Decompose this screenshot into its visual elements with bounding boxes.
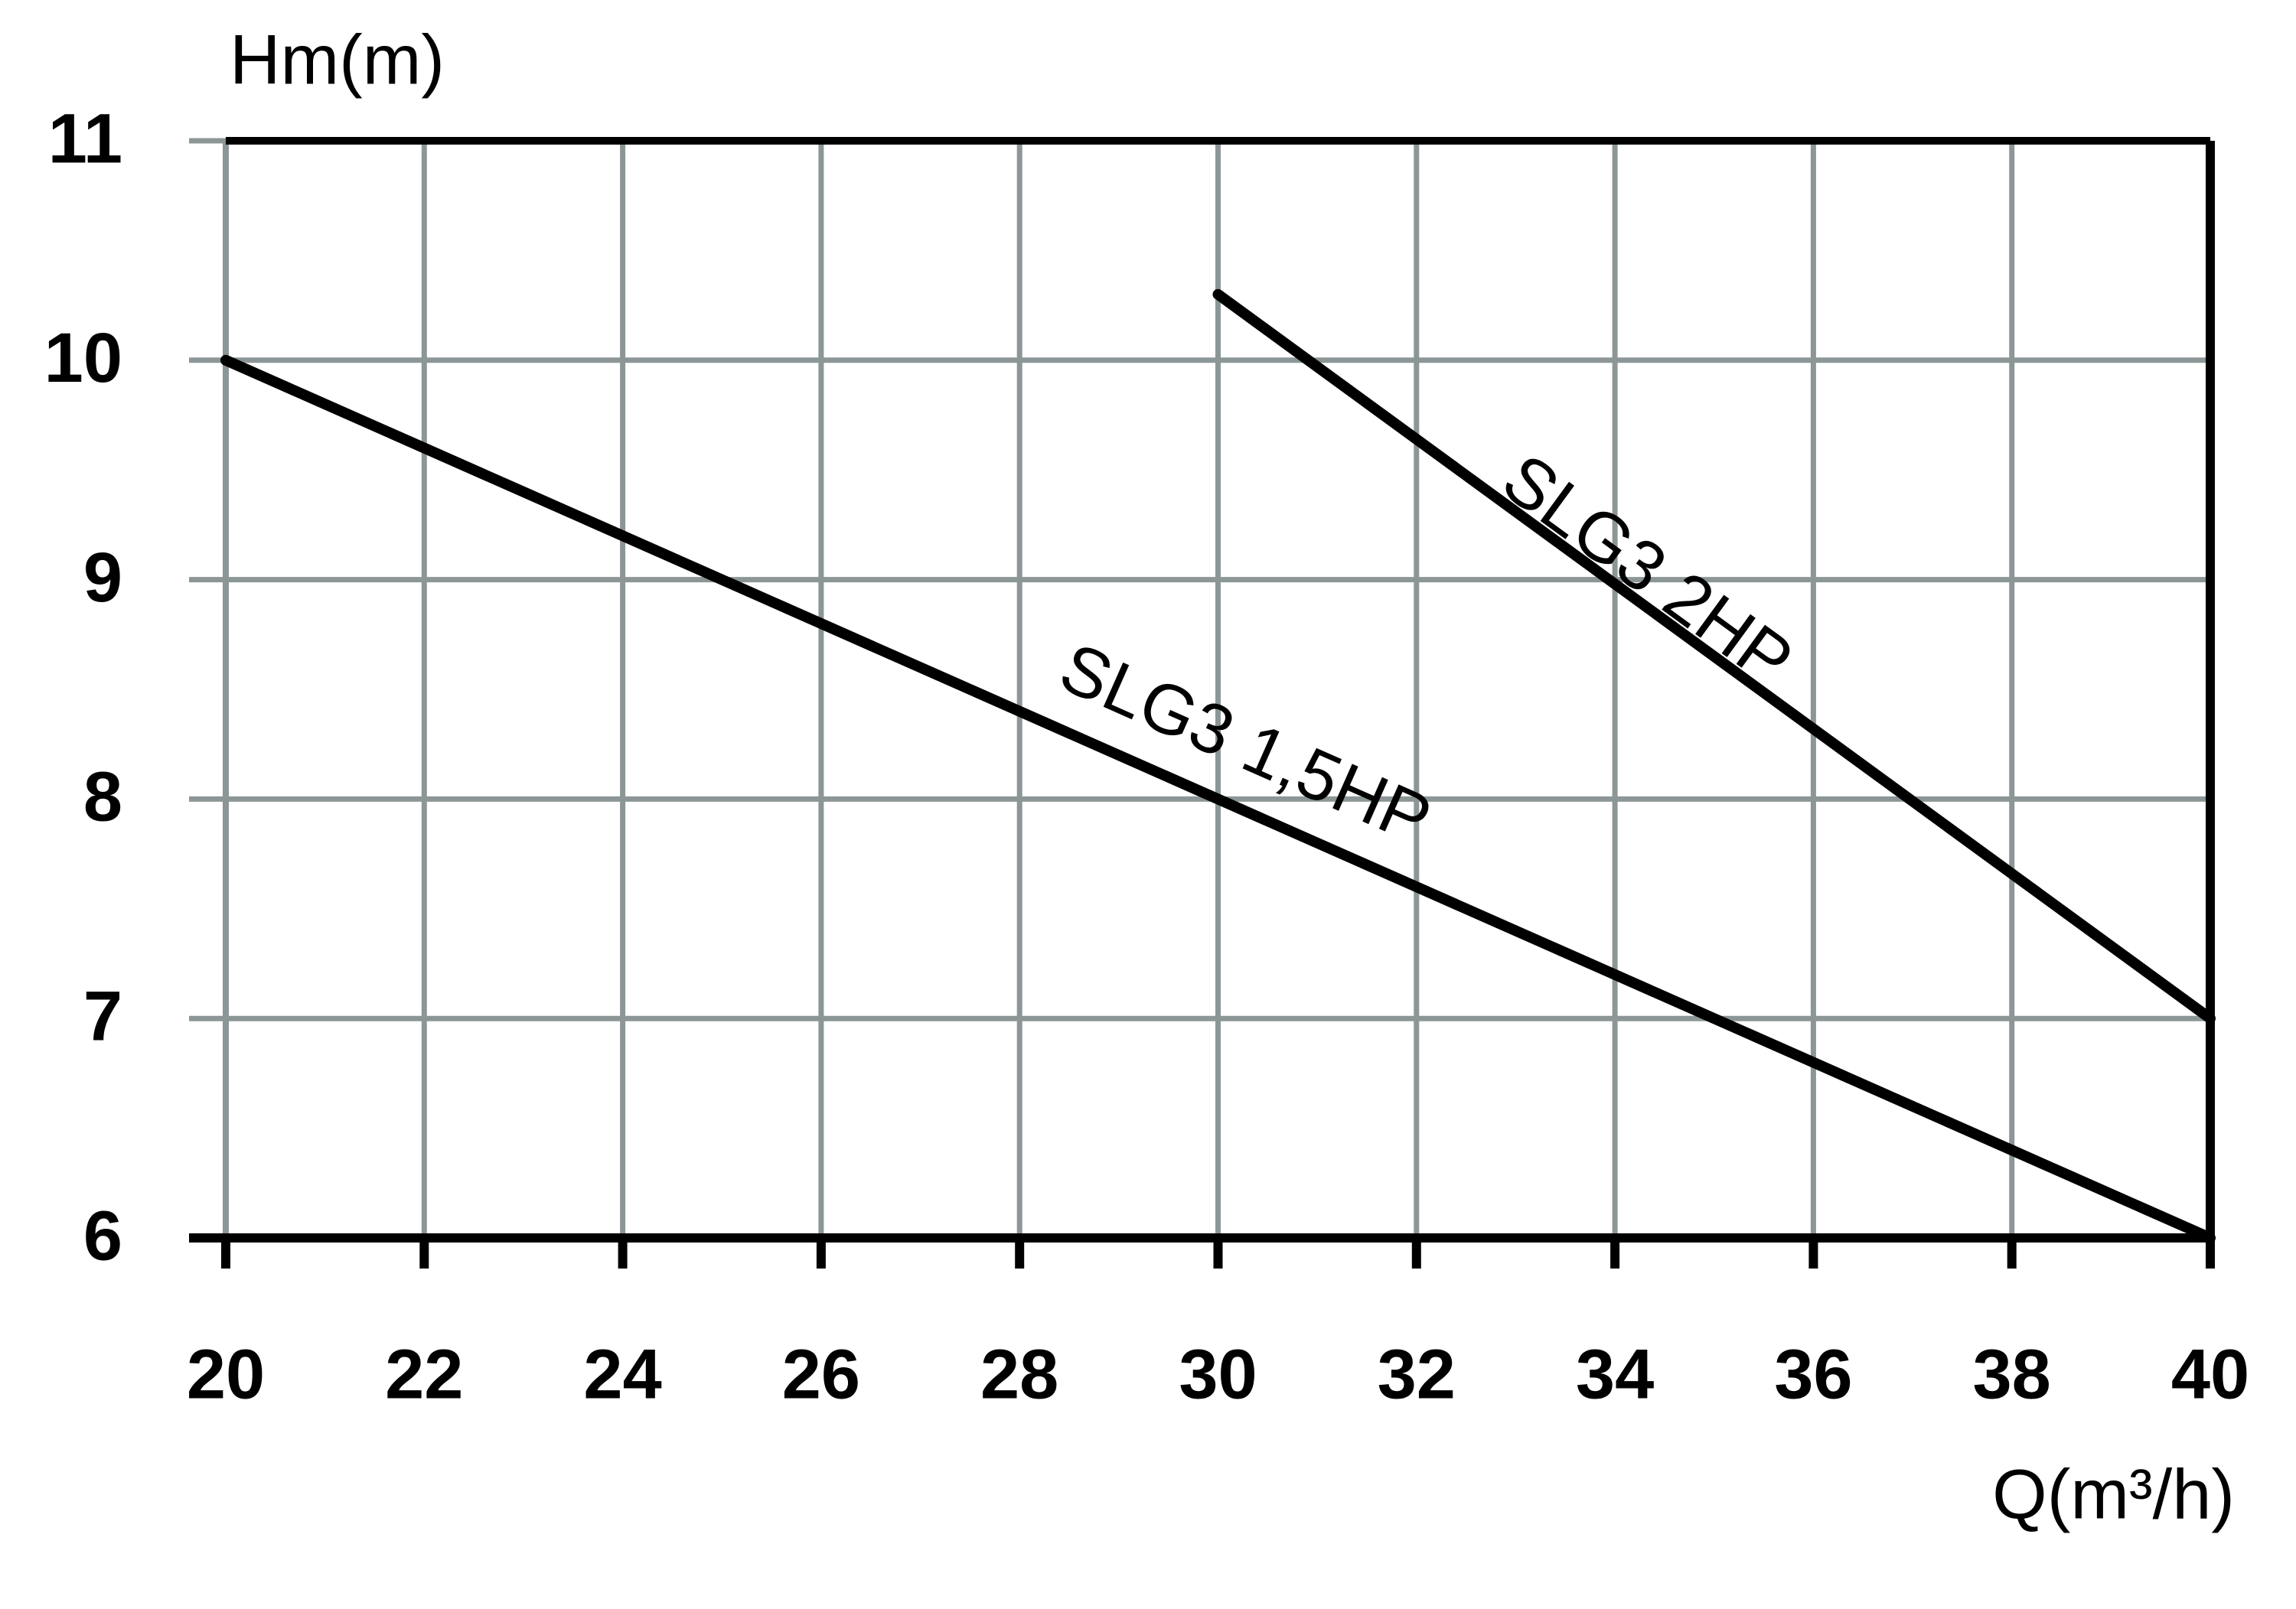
x-tick-label: 28 (980, 1335, 1058, 1413)
x-tick-label: 34 (1576, 1335, 1654, 1413)
y-tick-label: 10 (44, 319, 122, 397)
x-tick-label: 38 (1973, 1335, 2051, 1413)
x-tick-label: 36 (1774, 1335, 1852, 1413)
line-series (220, 354, 2216, 1243)
x-tick-label: 20 (187, 1335, 265, 1413)
series-label: SLG3 2HP (1489, 439, 1806, 701)
x-tick-label: 24 (583, 1335, 661, 1413)
y-tick-label: 8 (83, 758, 122, 836)
x-axis-title: Q(m³/h) (1992, 1455, 2235, 1533)
series-label: SLG3 1,5HP (1049, 628, 1443, 859)
y-tick-label: 11 (48, 99, 122, 178)
line-series (1212, 288, 2216, 1024)
x-tick-label: 26 (782, 1335, 860, 1413)
x-tick-label: 30 (1179, 1335, 1257, 1413)
y-tick-label: 6 (83, 1197, 122, 1275)
x-tick-label: 32 (1378, 1335, 1456, 1413)
x-tick-label: 40 (2171, 1335, 2249, 1413)
y-tick-label: 7 (83, 977, 122, 1055)
y-tick-label: 9 (83, 539, 122, 617)
x-tick-label: 22 (385, 1335, 463, 1413)
y-axis-title: Hm(m) (230, 21, 445, 99)
